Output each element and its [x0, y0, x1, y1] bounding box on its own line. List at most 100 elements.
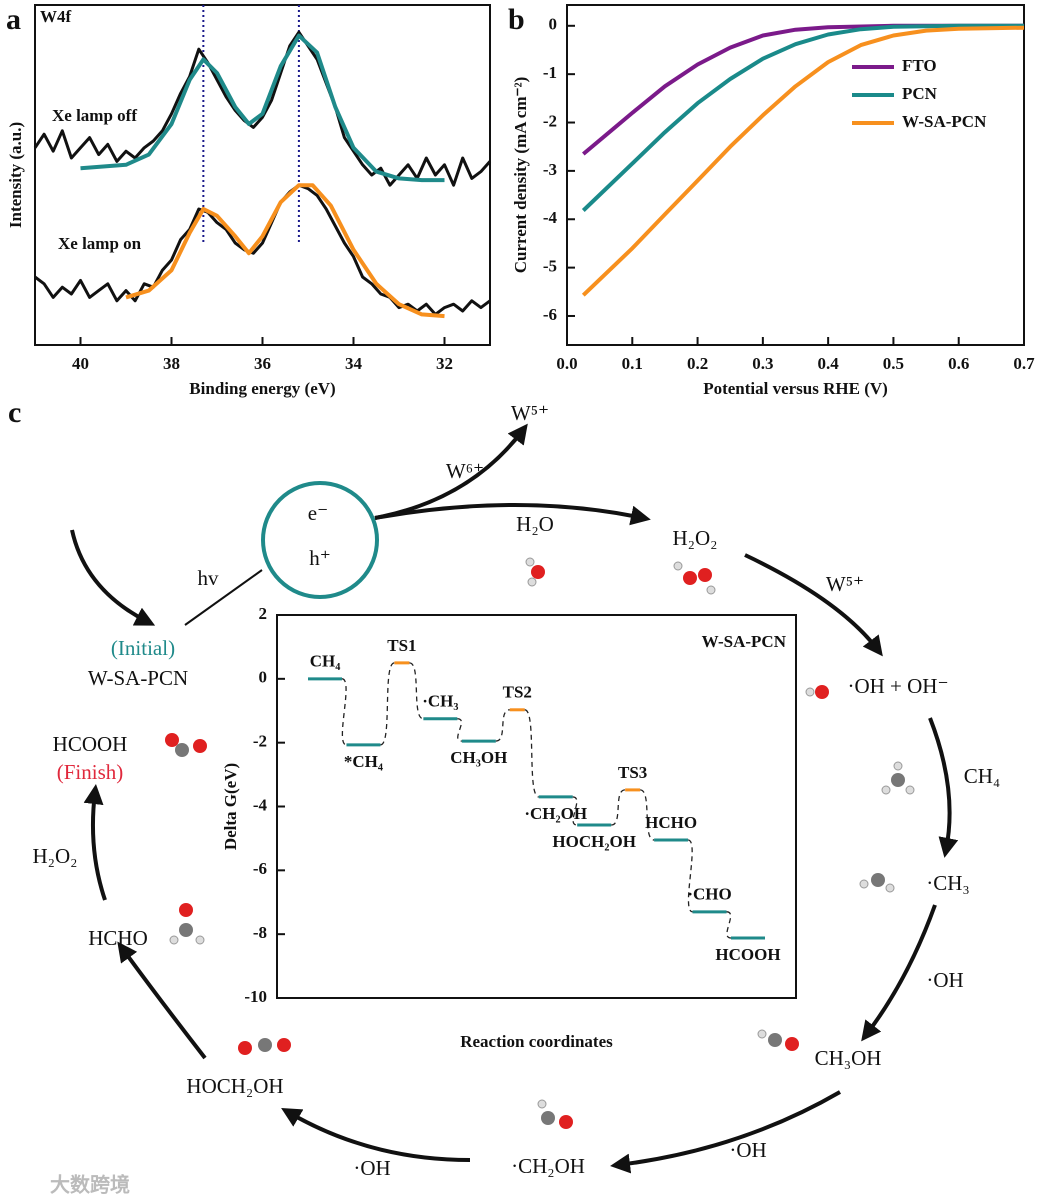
data-line — [582, 23, 1024, 156]
arrow — [374, 503, 651, 526]
x-tick-label: 36 — [254, 354, 271, 373]
connector — [184, 569, 263, 626]
y-tick-label: -4 — [543, 208, 558, 227]
diagram-label: (Initial) — [111, 636, 175, 660]
x-tick-label: 38 — [163, 354, 180, 373]
y-tick-label: -10 — [244, 987, 267, 1006]
y-tick-label: -4 — [253, 795, 268, 814]
molecule-icons — [165, 557, 915, 1129]
x-tick-label: 0.6 — [948, 354, 969, 373]
connector — [639, 789, 655, 841]
connector — [726, 911, 732, 939]
arrow — [928, 717, 959, 858]
panels: a b c 40 38 36 34 32 Binding energy (eV) Intensit… — [6, 3, 1035, 1051]
panel-label: b — [508, 3, 525, 36]
annotation: Xe lamp off — [52, 106, 137, 125]
level-label: HCOOH — [715, 945, 780, 964]
x-tick-label: 0.5 — [883, 354, 904, 373]
annotation: Xe lamp on — [58, 234, 142, 253]
watermark: 大数跨境 — [50, 1173, 130, 1197]
carrier-label: e⁻ — [308, 501, 328, 525]
x-tick-label: 34 — [345, 354, 363, 373]
data-line — [581, 25, 1025, 297]
y-axis-label: Intensity (a.u.) — [6, 122, 25, 228]
y-tick-label: -3 — [543, 160, 557, 179]
y-tick-label: 2 — [259, 604, 268, 623]
legend-label: PCN — [902, 84, 938, 103]
data-line — [125, 183, 445, 319]
diagram-label: H₂O₂ — [673, 526, 718, 550]
diagram-label: ·OH — [729, 1138, 766, 1162]
x-tick-label: 0.4 — [818, 354, 840, 373]
plot-frame — [34, 4, 491, 346]
level-label: TS2 — [503, 683, 532, 702]
panel-label: a — [6, 3, 21, 36]
y-axis-label: Current density (mA cm⁻²) — [511, 77, 530, 273]
diagram-label: ·OH — [353, 1156, 390, 1180]
connector — [610, 789, 626, 826]
diagram-label: W-SA-PCN — [88, 666, 188, 690]
data-line — [581, 23, 1024, 212]
y-tick-label: -5 — [543, 257, 557, 276]
y-tick-label: -6 — [253, 859, 267, 878]
arrow — [861, 904, 937, 1042]
x-tick-label: 40 — [72, 354, 89, 373]
connector — [495, 709, 510, 742]
legend-label: FTO — [902, 56, 937, 75]
level-label: ·CH₂OH — [524, 804, 587, 823]
diagram-label: H₂O — [516, 512, 554, 536]
y-tick-label: -6 — [543, 305, 557, 324]
x-tick-label: 0.1 — [622, 354, 643, 373]
chart-title: W-SA-PCN — [702, 632, 787, 651]
y-tick-label: -8 — [253, 923, 267, 942]
y-tick-label: -2 — [543, 111, 557, 130]
level-label: TS1 — [387, 636, 416, 655]
plot-frame — [566, 4, 1025, 346]
x-tick-label: 0.7 — [1013, 354, 1035, 373]
connector — [341, 678, 347, 746]
level-label: ·CHO — [687, 885, 731, 904]
diagram-label: HCHO — [88, 926, 148, 950]
arrow — [281, 1107, 471, 1162]
connector — [457, 718, 463, 742]
diagram-label: hv — [198, 566, 220, 590]
connector — [572, 796, 578, 826]
x-tick-label: 0.3 — [752, 354, 773, 373]
data-line — [34, 183, 491, 316]
level-label: ·CH₃ — [422, 692, 458, 711]
y-tick-label: -1 — [543, 63, 557, 82]
diagram-label: ·OH + OH⁻ — [847, 674, 948, 698]
level-label: *CH₄ — [344, 752, 383, 771]
diagram-label: CH₃OH — [815, 1046, 882, 1070]
legend-label: W-SA-PCN — [902, 112, 987, 131]
diagram-label: W⁵⁺ — [826, 572, 864, 596]
diagram-label: ·CH₂OH — [511, 1154, 585, 1178]
level-label: CH₃OH — [450, 748, 507, 767]
level-label: HCHO — [645, 813, 697, 832]
data-line — [80, 33, 445, 183]
diagram-label: ·CH₃ — [926, 871, 970, 895]
inset-background — [277, 615, 796, 998]
y-tick-label: 0 — [259, 668, 268, 687]
y-tick-label: -2 — [253, 732, 267, 751]
x-tick-label: 32 — [436, 354, 453, 373]
diagram-label: ·OH — [926, 968, 963, 992]
data-line — [33, 30, 492, 187]
x-axis-label: Reaction coordinates — [460, 1032, 613, 1051]
x-tick-label: 0.0 — [556, 354, 577, 373]
carrier-circle — [261, 481, 379, 599]
x-axis-label: Binding energy (eV) — [189, 379, 335, 398]
diagram-label: HCOOH — [53, 732, 128, 756]
cycle-diagram: e⁻ h⁺ W⁵⁺ W⁶⁺ H₂O H₂O₂ hv (Initial) W-SA-PCN HC… — [33, 401, 1001, 1197]
level-label: TS3 — [618, 763, 647, 782]
connector — [409, 662, 424, 720]
annotation: W4f — [40, 7, 72, 26]
diagram-label: (Finish) — [57, 760, 124, 784]
arrow — [70, 529, 156, 626]
connector — [687, 839, 693, 913]
diagram-label: W⁵⁺ — [511, 401, 549, 425]
arrow — [117, 941, 207, 1060]
diagram-label: HOCH₂OH — [186, 1074, 283, 1098]
y-axis-label: Delta G(eV) — [221, 763, 240, 850]
